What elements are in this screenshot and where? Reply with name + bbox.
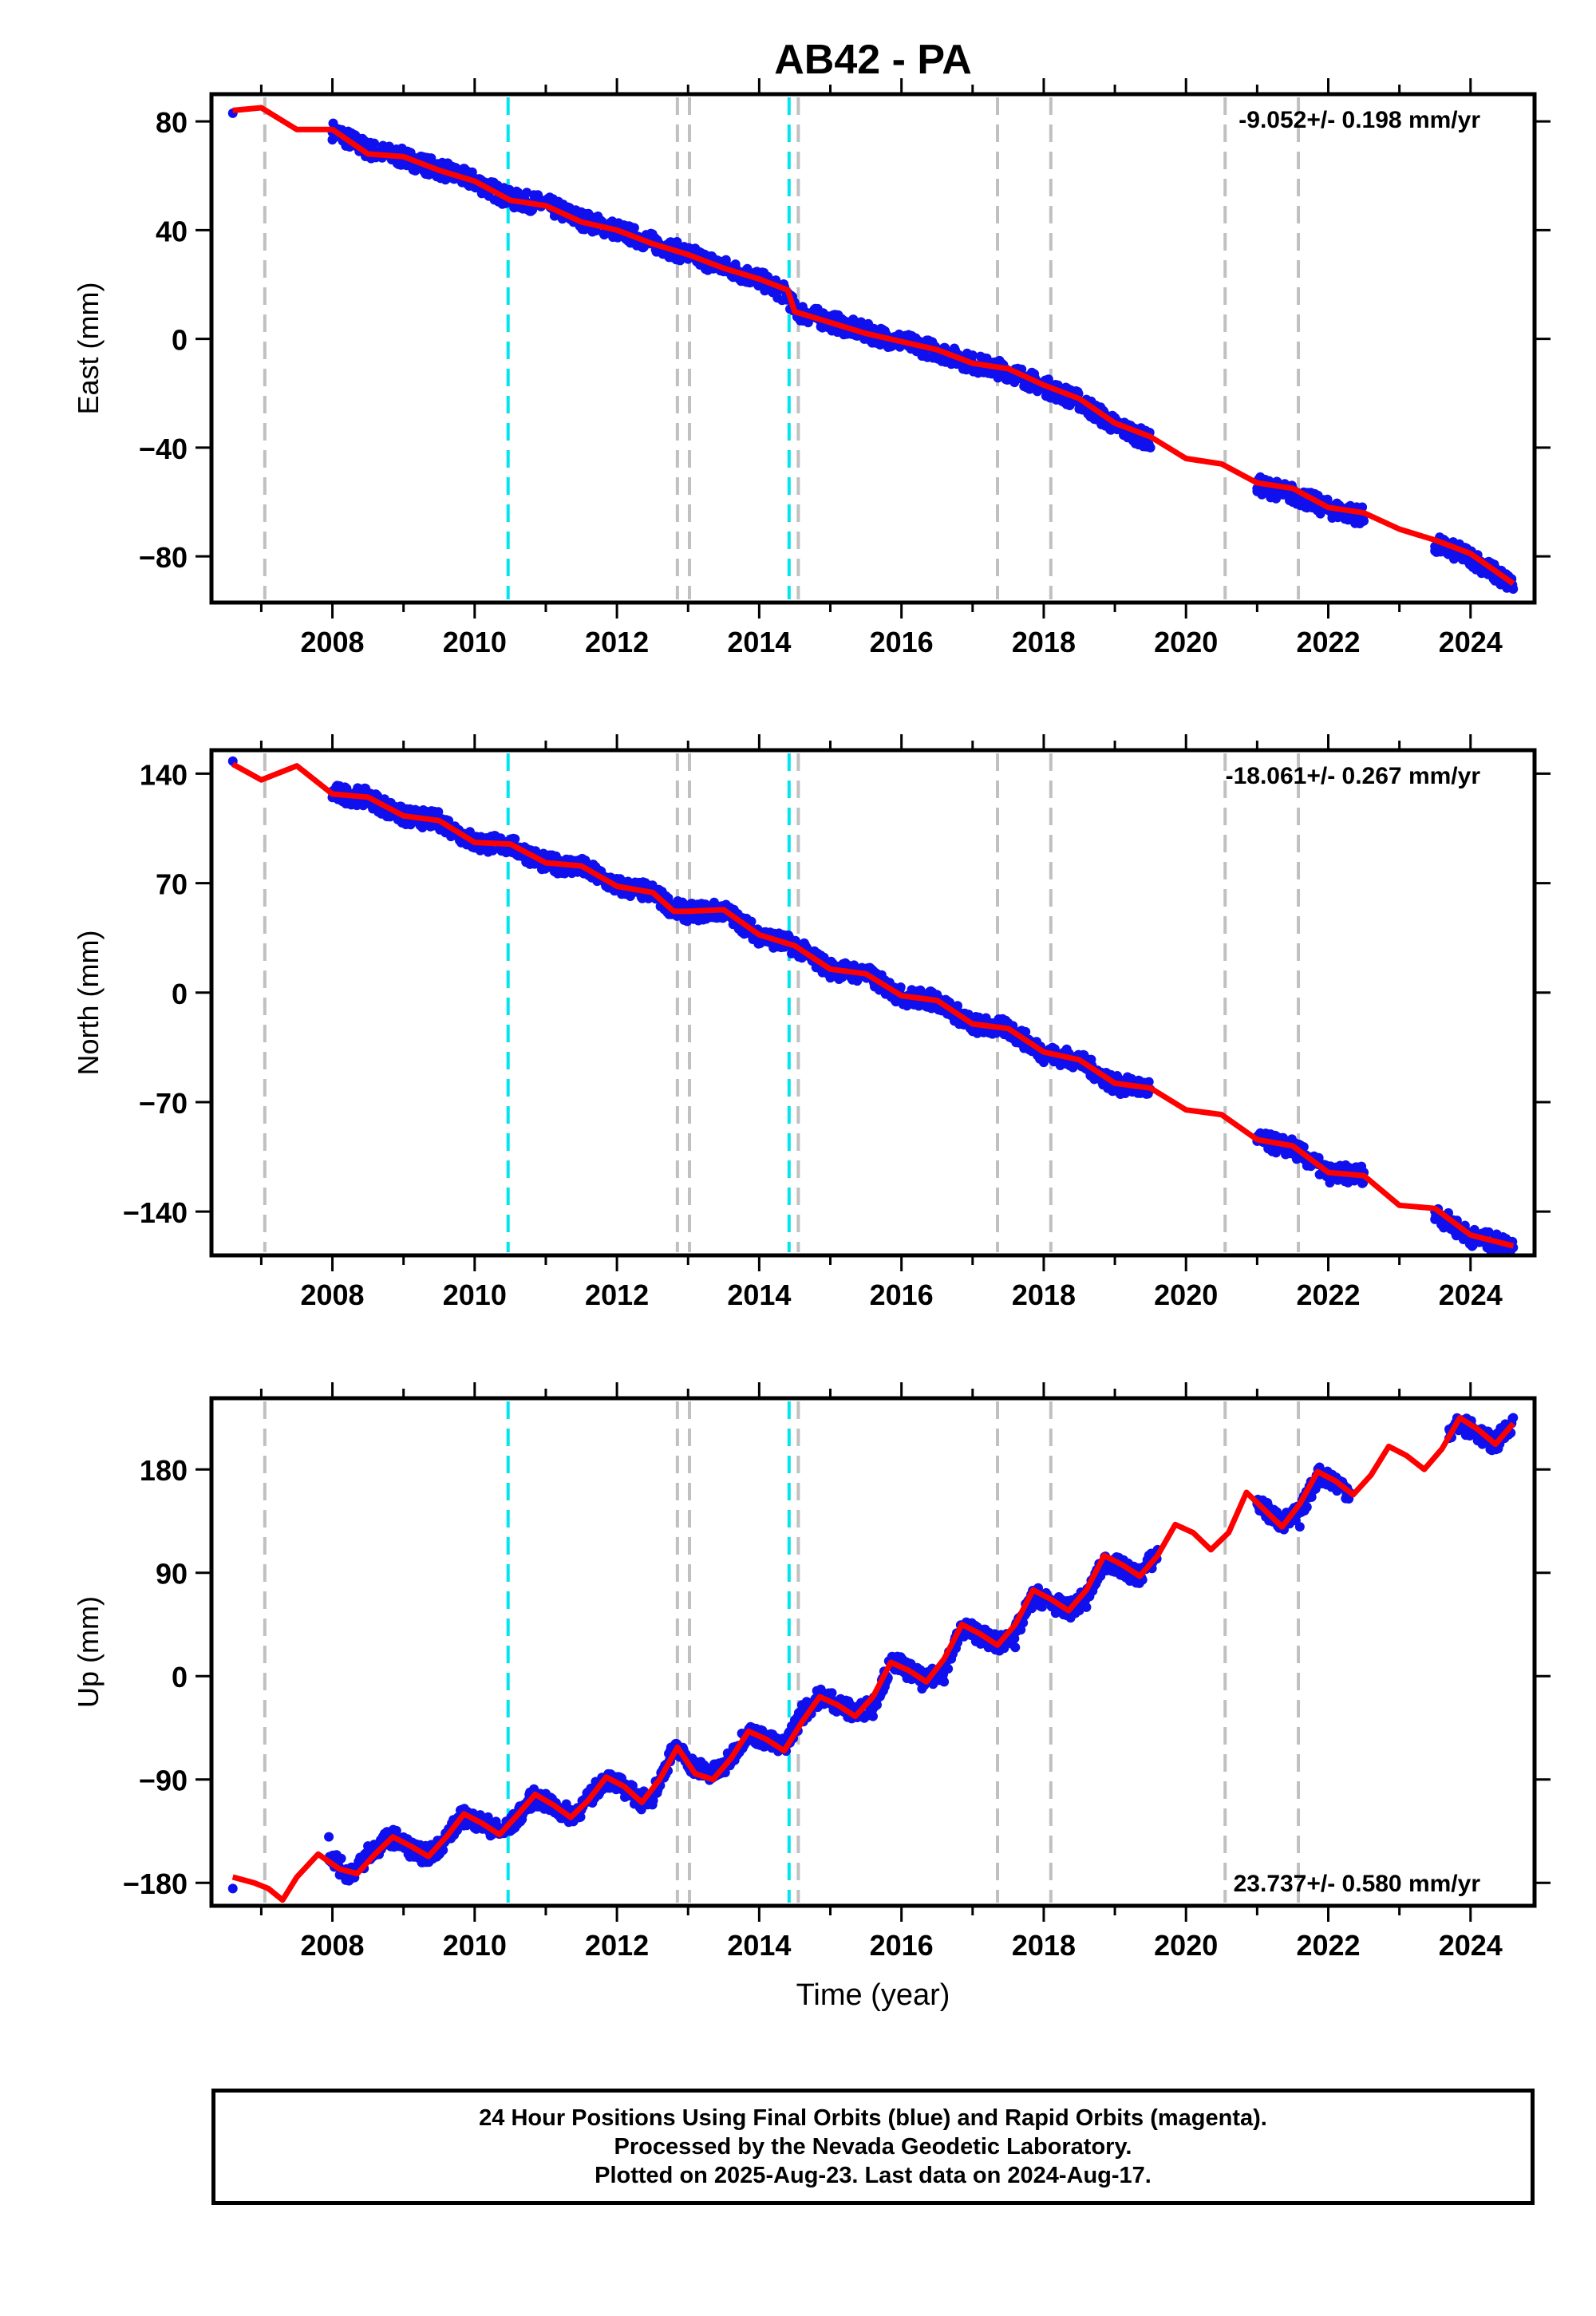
footer-line-plotted-on: Plotted on 2025-Aug-23. Last data on 202… (595, 2163, 1152, 2188)
data-point (369, 138, 379, 148)
x-tick-label: 2024 (1439, 626, 1503, 658)
x-tick-label: 2008 (300, 1279, 364, 1311)
data-point (483, 1812, 493, 1822)
data-point (438, 1845, 448, 1856)
y-tick-label: 80 (156, 106, 188, 139)
panel-up: −180 −90 0 90 180 2008 2010 2012 2014 2016 2018 202… (72, 1382, 1551, 1962)
data-point (953, 1001, 962, 1011)
x-tick-label: 2012 (585, 1279, 649, 1311)
data-point (742, 263, 753, 274)
x-tick-label: 2012 (585, 1929, 649, 1962)
data-point (967, 350, 978, 361)
x-tick-label: 2022 (1296, 626, 1360, 658)
y-axis-label: Up (mm) (72, 1596, 105, 1708)
y-tick-label: −140 (123, 1196, 188, 1229)
x-tick-label: 2010 (443, 1279, 507, 1311)
x-tick-label: 2020 (1154, 1929, 1218, 1962)
x-tick-label: 2018 (1012, 1929, 1076, 1962)
y-tick-label: −70 (139, 1087, 188, 1120)
panel-frame (209, 92, 1537, 605)
velocity-annotation: 23.737+/- 0.580 mm/yr (1234, 1871, 1481, 1897)
footer-line-orbits: 24 Hour Positions Using Final Orbits (bl… (479, 2105, 1267, 2131)
data-point (1271, 493, 1282, 504)
y-tick-label: −180 (123, 1867, 188, 1900)
x-tick-label: 2008 (300, 626, 364, 658)
y-tick-label: 0 (172, 324, 188, 357)
y-axis-label: North (mm) (72, 931, 105, 1076)
data-point (1009, 1634, 1020, 1644)
data-point (1302, 1502, 1312, 1512)
gps-time-series-chart: AB42 - PA −80 −40 0 40 80 2008 2010 2012 2014 201… (72, 37, 1551, 2012)
x-tick-label: 2014 (727, 1929, 791, 1962)
y-tick-label: 0 (172, 1661, 188, 1694)
data-point (336, 1853, 346, 1863)
y-tick-label: 90 (156, 1558, 188, 1591)
x-tick-label: 2020 (1154, 626, 1218, 658)
data-point (391, 1825, 401, 1836)
data-point (1021, 1026, 1031, 1037)
y-axis-label: East (mm) (72, 283, 105, 415)
panel-frame (209, 748, 1537, 1258)
x-tick-label: 2014 (727, 626, 791, 658)
data-point (324, 1832, 334, 1842)
plot-area (227, 105, 1519, 594)
x-tick-label: 2010 (443, 1929, 507, 1962)
x-tick-label: 2016 (870, 626, 934, 658)
y-tick-label: −40 (139, 433, 188, 465)
data-point (746, 916, 757, 927)
processing-info-box: 24 Hour Positions Using Final Orbits (bl… (211, 2089, 1535, 2205)
panels-layer: −80 −40 0 40 80 2008 2010 2012 2014 2016 2018 2020 2… (72, 78, 1551, 1962)
x-tick-label: 2020 (1154, 1279, 1218, 1311)
data-point (1271, 1148, 1282, 1158)
panel-frame (209, 1396, 1537, 1908)
data-point (227, 1883, 238, 1894)
y-tick-label: 180 (140, 1454, 188, 1487)
model-fit-line (232, 105, 1515, 587)
data-point (433, 807, 444, 817)
data-point (1144, 439, 1154, 449)
x-tick-label: 2012 (585, 626, 649, 658)
model-fit-line (231, 761, 1515, 1249)
chart-title: AB42 - PA (774, 37, 972, 83)
data-point (895, 982, 906, 992)
data-point (1144, 1077, 1154, 1087)
data-point (510, 834, 520, 844)
data-point (1043, 374, 1053, 385)
x-axis-label: Time (year) (796, 1978, 950, 2012)
x-tick-label: 2024 (1439, 1929, 1503, 1962)
y-tick-label: 140 (140, 758, 188, 791)
x-tick-label: 2022 (1296, 1929, 1360, 1962)
data-point (943, 1664, 954, 1674)
velocity-annotation: -18.061+/- 0.267 mm/yr (1226, 763, 1481, 789)
y-tick-label: −80 (139, 541, 188, 574)
model-fit-line (231, 1415, 1515, 1903)
data-point (629, 223, 639, 233)
panel-north: −140 −70 0 70 140 2008 2010 2012 2014 2016 2018 202… (72, 734, 1551, 1311)
x-tick-label: 2010 (443, 626, 507, 658)
data-point (827, 1688, 837, 1698)
x-tick-label: 2016 (870, 1279, 934, 1311)
x-tick-label: 2018 (1012, 626, 1076, 658)
data-point (627, 1780, 638, 1791)
x-tick-label: 2008 (300, 1929, 364, 1962)
x-tick-label: 2022 (1296, 1279, 1360, 1311)
data-point (575, 1812, 586, 1822)
y-tick-label: 0 (172, 978, 188, 1010)
velocity-annotation: -9.052+/- 0.198 mm/yr (1238, 107, 1480, 133)
plot-area (227, 756, 1519, 1255)
x-tick-label: 2018 (1012, 1279, 1076, 1311)
data-point (488, 845, 498, 856)
data-point (1018, 1618, 1029, 1628)
footer-line-processed-by: Processed by the Nevada Geodetic Laborat… (614, 2134, 1132, 2160)
y-tick-label: 70 (156, 868, 188, 901)
data-point (1507, 1413, 1518, 1424)
y-tick-label: −90 (139, 1765, 188, 1797)
panel-east: −80 −40 0 40 80 2008 2010 2012 2014 2016 2018 2020 2… (72, 78, 1551, 658)
x-tick-label: 2024 (1439, 1279, 1503, 1311)
x-tick-label: 2016 (870, 1929, 934, 1962)
x-tick-label: 2014 (727, 1279, 791, 1311)
plot-area (227, 1413, 1519, 1903)
data-point (1357, 1161, 1367, 1172)
y-tick-label: 40 (156, 215, 188, 247)
